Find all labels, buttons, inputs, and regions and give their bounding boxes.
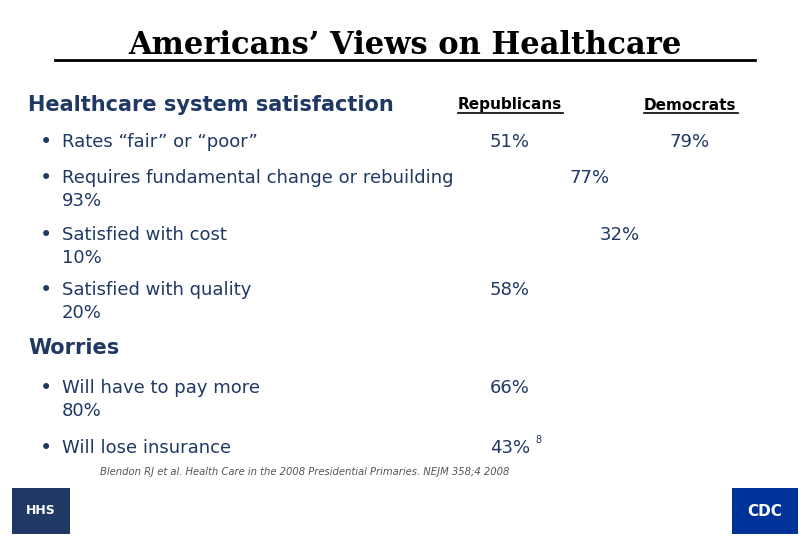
Text: Satisfied with cost: Satisfied with cost [62,226,227,244]
Text: Blendon RJ et al. Health Care in the 2008 Presidential Primaries. NEJM 358;4 200: Blendon RJ et al. Health Care in the 200… [100,467,509,477]
Text: Will lose insurance: Will lose insurance [62,439,231,457]
Text: •: • [40,132,52,152]
Text: 32%: 32% [600,226,640,244]
Text: 80%: 80% [62,402,102,420]
Text: Democrats: Democrats [644,98,736,112]
Text: 51%: 51% [490,133,530,151]
Text: 43%: 43% [490,439,530,457]
Text: 58%: 58% [490,281,530,299]
Text: •: • [40,168,52,188]
Text: 20%: 20% [62,304,102,322]
Text: Republicans: Republicans [458,98,562,112]
FancyBboxPatch shape [12,488,70,534]
Text: 8: 8 [535,435,541,445]
Text: Requires fundamental change or rebuilding: Requires fundamental change or rebuildin… [62,169,454,187]
Text: Worries: Worries [28,338,119,358]
Text: •: • [40,280,52,300]
Text: 10%: 10% [62,249,102,267]
Text: •: • [40,378,52,398]
Text: 79%: 79% [670,133,710,151]
Text: •: • [40,225,52,245]
Text: CDC: CDC [748,503,782,518]
Text: Rates “fair” or “poor”: Rates “fair” or “poor” [62,133,258,151]
Text: Americans’ Views on Healthcare: Americans’ Views on Healthcare [128,30,682,60]
FancyBboxPatch shape [732,488,798,534]
Text: Satisfied with quality: Satisfied with quality [62,281,251,299]
Text: •: • [40,438,52,458]
Text: 66%: 66% [490,379,530,397]
Text: 93%: 93% [62,192,102,210]
Text: Will have to pay more: Will have to pay more [62,379,260,397]
Text: Healthcare system satisfaction: Healthcare system satisfaction [28,95,394,115]
Text: 77%: 77% [570,169,610,187]
Text: HHS: HHS [26,504,56,517]
